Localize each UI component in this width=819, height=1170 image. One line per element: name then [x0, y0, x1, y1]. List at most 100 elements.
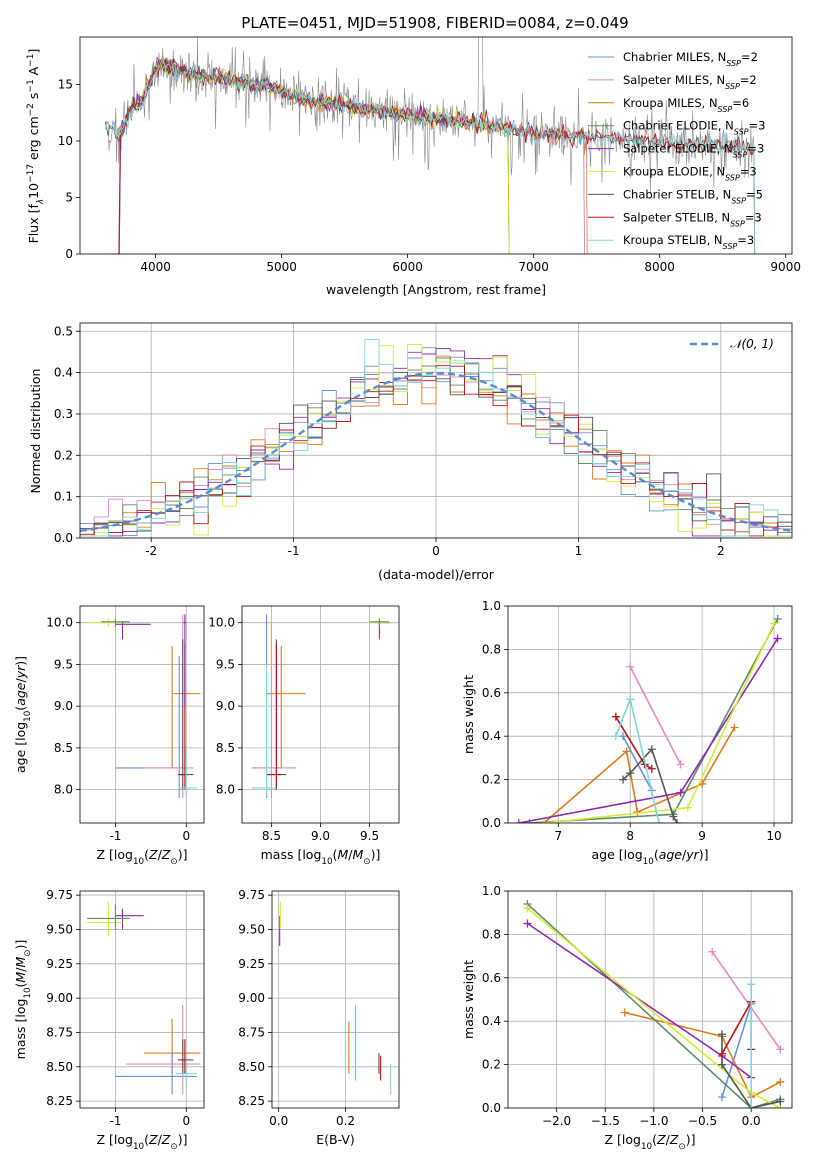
weight-point-kroupa-stelib — [626, 695, 635, 704]
legend-count: =6 — [732, 96, 749, 110]
label-part: 10 — [133, 857, 144, 867]
label-part: s — [26, 93, 41, 104]
label-part: mass [log — [13, 999, 28, 1060]
label-part: ( — [13, 706, 28, 711]
label-part: erg cm — [26, 116, 41, 164]
weight-point-salpeter-miles — [776, 1045, 785, 1054]
weight-point-kroupa-stelib — [747, 1104, 756, 1108]
weight-line-salpeter-elodie — [518, 638, 779, 823]
y-tick-label: 9.25 — [46, 957, 73, 971]
plot-area-spectrum — [104, 37, 756, 254]
x-tick-label: 7000 — [518, 260, 549, 274]
model-kroupa-miles — [117, 57, 588, 254]
histogram-kroupa-stelib — [80, 339, 792, 537]
legend-sub: SSP — [733, 150, 748, 159]
legend-count: =3 — [740, 165, 757, 179]
plot-area-mass-vs-metallicity — [80, 891, 204, 1108]
label-part: )] — [699, 847, 709, 862]
y-axis-label: age [log10(age/yr)] — [13, 656, 33, 773]
y-axis-label: Normed distribution — [28, 369, 43, 494]
legend-name: Chabrier STELIB, N — [623, 187, 731, 201]
label-part: / — [13, 967, 28, 972]
label-part: ⊙ — [170, 1142, 177, 1152]
legend-count: =3 — [749, 119, 766, 133]
model-chabrier-elodie — [117, 57, 510, 254]
x-axis-label: Z [log10(Z/Z⊙)] — [97, 1132, 188, 1152]
x-tick-label: -1 — [109, 829, 121, 843]
label-part: −2 — [26, 103, 36, 116]
weight-point-kroupa-stelib — [747, 1017, 756, 1026]
label-part: / — [158, 1132, 163, 1147]
legend-name: Kroupa ELODIE, N — [623, 165, 725, 179]
y-tick-label: 9.50 — [46, 922, 73, 936]
weight-line-kroupa-stelib — [615, 696, 660, 823]
label-part: M — [352, 847, 363, 862]
weight-point-salpeter-elodie — [514, 819, 523, 823]
legend-sub: SSP — [734, 127, 749, 136]
label-part: 10 — [321, 857, 332, 867]
x-tick-label: 8.5 — [262, 829, 281, 843]
x-axis-label: Z [log10(Z/Z⊙)] — [605, 1132, 696, 1152]
weight-point-kroupa-elodie — [539, 819, 548, 823]
label-part: yr — [685, 847, 699, 862]
label-part: 10 — [23, 711, 33, 722]
label-part: ( — [144, 1132, 149, 1147]
x-tick-label: 9000 — [770, 260, 801, 274]
y-tick-label: 0.6 — [482, 686, 501, 700]
label-part: Z — [148, 847, 158, 862]
legend-sub: SSP — [730, 219, 745, 228]
label-part: mass [log — [261, 847, 322, 862]
weight-point-chabrier-stelib — [626, 769, 635, 778]
x-tick-label: 5000 — [266, 260, 297, 274]
y-axis-label: mass [log10(M/M⊙)] — [13, 940, 33, 1060]
weight-point-kroupa-stelib — [611, 732, 620, 741]
plot-content-mass-vs-metallicity — [80, 891, 204, 1108]
weight-point-chabrier-stelib — [776, 1097, 785, 1106]
legend-name: Chabrier MILES, N — [623, 50, 726, 64]
legend-label-salpeter-stelib: Salpeter STELIB, NSSP=3 — [623, 210, 762, 228]
weight-point-salpeter-stelib — [717, 1049, 726, 1058]
plot-content-spectrum — [104, 37, 756, 254]
y-tick-label: 8.5 — [54, 741, 73, 755]
x-tick-label: -2 — [145, 544, 157, 558]
label-part: Z — [148, 1132, 158, 1147]
y-tick-label: 8.25 — [46, 1094, 73, 1108]
axes-frame — [79, 890, 205, 1109]
label-part: )] — [13, 656, 28, 666]
y-tick-label: 9.50 — [238, 922, 265, 936]
label-part: ⊙ — [170, 857, 177, 867]
weight-point-kroupa-elodie — [770, 619, 779, 628]
label-part: A — [26, 66, 41, 79]
x-tick-label: 10 — [766, 829, 781, 843]
label-part: 10 — [133, 1142, 144, 1152]
weight-point-kroupa-miles — [620, 1008, 629, 1017]
label-part: ( — [654, 847, 659, 862]
x-tick-label: 0 — [182, 1114, 190, 1128]
label-part: M — [13, 957, 28, 968]
plot-area-weight-vs-age — [508, 606, 792, 823]
label-part: ⊙ — [23, 949, 33, 956]
y-tick-label: 0.0 — [54, 531, 73, 545]
y-tick-label: 9.00 — [238, 991, 265, 1005]
y-tick-label: 0.2 — [482, 1058, 501, 1072]
label-part: Z — [656, 1132, 666, 1147]
x-tick-label: 8000 — [644, 260, 675, 274]
legend-count: =2 — [740, 73, 757, 87]
legend-count: =3 — [747, 142, 764, 156]
y-tick-label: 9.5 — [54, 657, 73, 671]
label-part: / — [348, 847, 353, 862]
weight-point-kroupa-stelib — [747, 980, 756, 989]
y-tick-label: 0.6 — [482, 971, 501, 985]
label-part: Z [log — [605, 1132, 641, 1147]
x-tick-label: 9.0 — [311, 829, 330, 843]
plot-area-age-vs-mass — [242, 606, 399, 823]
legend-label-salpeter-elodie: Salpeter ELODIE, NSSP=3 — [623, 142, 764, 160]
legend-label-kroupa-miles: Kroupa MILES, NSSP=6 — [623, 96, 749, 114]
legend-count: =3 — [737, 233, 754, 247]
legend-label-kroupa-stelib: Kroupa STELIB, NSSP=3 — [623, 233, 754, 251]
legend-name: Kroupa MILES, N — [623, 96, 718, 110]
x-tick-label: 4000 — [140, 260, 171, 274]
y-tick-label: 0.4 — [54, 366, 73, 380]
y-tick-label: 0.3 — [54, 407, 73, 421]
